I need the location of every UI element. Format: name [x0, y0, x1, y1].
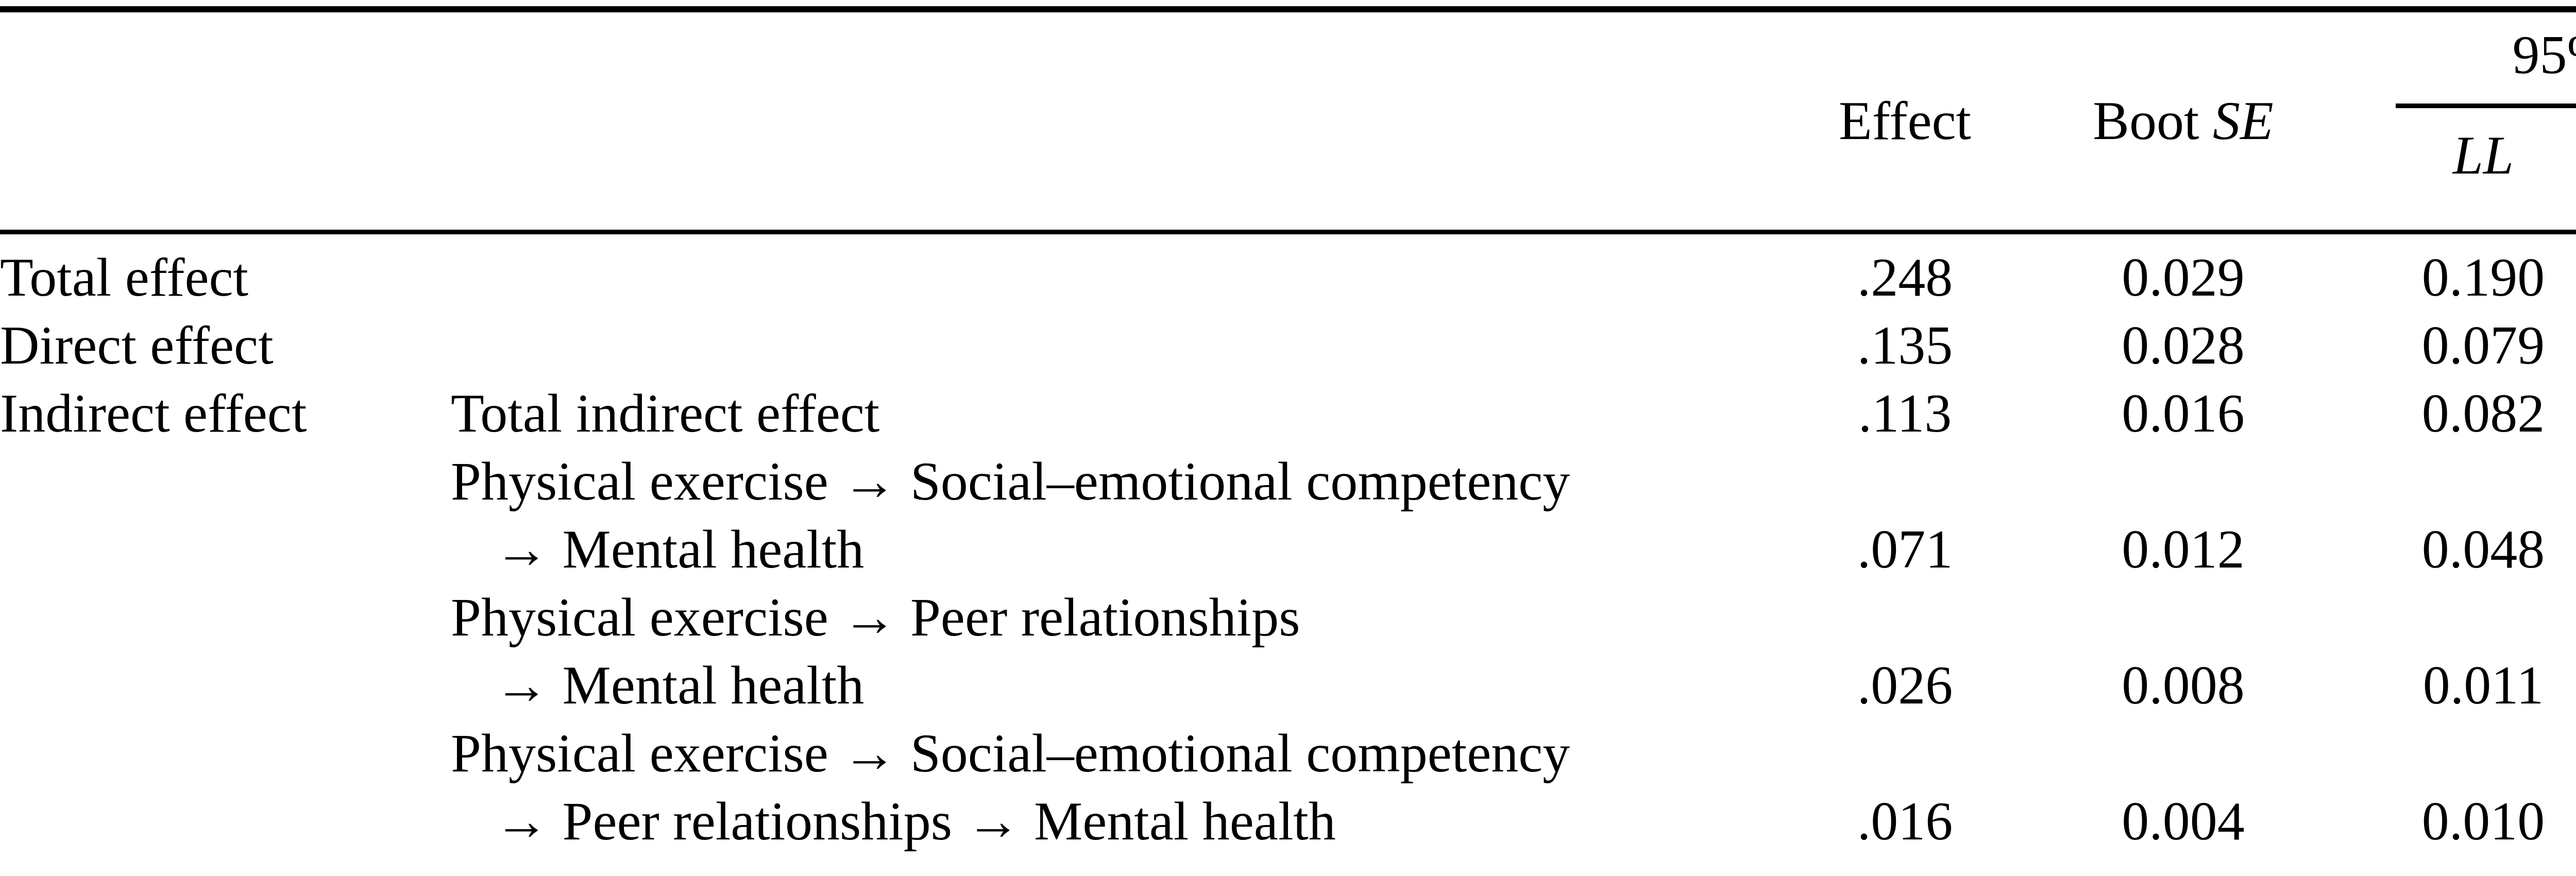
table-row: Indirect effect Total indirect effect .1… [0, 380, 2576, 448]
effect-value: .026 [1777, 651, 2032, 719]
ll-column-header: LL [2334, 108, 2576, 232]
row-label-path: Physical exercise → Peer relationships [451, 583, 1777, 651]
ci-ll-value: 0.010 [2334, 787, 2576, 876]
row-label-path: → Peer relationships → Mental health [451, 787, 1777, 876]
table-row: Total effect .248 0.029 0.190 0.303 [0, 232, 2576, 312]
header-spacer [0, 9, 1777, 108]
header-spacer [0, 108, 1777, 232]
boot-se-value [2032, 719, 2334, 787]
ci-spanner-rule: 95% CI [2396, 21, 2576, 108]
ci-ll-value [2334, 719, 2576, 787]
effect-value: .248 [1777, 232, 2032, 312]
table-row: Physical exercise → Social–emotional com… [0, 448, 2576, 516]
effect-value: .135 [1777, 312, 2032, 380]
table-header: Effect Boot SE 95% CI Ratio of indirect … [0, 9, 2576, 232]
table-row: Direct effect .135 0.028 0.079 0.188 54.… [0, 312, 2576, 380]
table-row: → Mental health .071 0.012 0.048 0.096 2… [0, 516, 2576, 583]
ci-ll-value: 0.079 [2334, 312, 2576, 380]
boot-se-value: 0.008 [2032, 651, 2334, 719]
ci-ll-value [2334, 448, 2576, 516]
row-label-primary [0, 583, 451, 651]
row-label-primary: Indirect effect [0, 380, 451, 448]
boot-se-value: 0.016 [2032, 380, 2334, 448]
effect-value [1777, 719, 2032, 787]
row-label-path: Physical exercise → Social–emotional com… [451, 448, 1777, 516]
se-header-label: SE [2213, 91, 2274, 151]
effect-header-label: Effect [1839, 91, 1971, 151]
effect-value [1777, 583, 2032, 651]
row-label-primary [0, 719, 451, 787]
ci-ll-value: 0.082 [2334, 380, 2576, 448]
ci-ll-value [2334, 583, 2576, 651]
boot-se-value [2032, 583, 2334, 651]
row-label-primary: Total effect [0, 232, 451, 312]
boot-se-value: 0.004 [2032, 787, 2334, 876]
table-body: Total effect .248 0.029 0.190 0.303 Dire… [0, 232, 2576, 876]
row-label-path: Physical exercise → Social–emotional com… [451, 719, 1777, 787]
row-label-primary [0, 448, 451, 516]
row-label-path: → Mental health [451, 651, 1777, 719]
ci-ll-value: 0.190 [2334, 232, 2576, 312]
mediation-effects-table: Effect Boot SE 95% CI Ratio of indirect … [0, 6, 2576, 876]
table-row: → Peer relationships → Mental health .01… [0, 787, 2576, 876]
boot-se-value: 0.028 [2032, 312, 2334, 380]
effect-column-header: Effect [1777, 9, 2032, 232]
boot-se-column-header: Boot SE [2032, 9, 2334, 232]
row-label-path [451, 312, 1777, 380]
boot-header-label: Boot [2093, 91, 2199, 151]
ci-header-label: 95% CI [2513, 25, 2576, 85]
ci-column-header: 95% CI [2334, 9, 2576, 108]
boot-se-value: 0.012 [2032, 516, 2334, 583]
row-label-primary [0, 787, 451, 876]
row-label-path: → Mental health [451, 516, 1777, 583]
table-row: Physical exercise → Social–emotional com… [0, 719, 2576, 787]
table-row: → Mental health .026 0.008 0.011 0.042 1… [0, 651, 2576, 719]
ci-ll-value: 0.048 [2334, 516, 2576, 583]
boot-se-value [2032, 448, 2334, 516]
ci-ll-value: 0.011 [2334, 651, 2576, 719]
row-label-primary [0, 516, 451, 583]
effect-value [1777, 448, 2032, 516]
boot-se-value: 0.029 [2032, 232, 2334, 312]
row-label-primary [0, 651, 451, 719]
row-label-primary: Direct effect [0, 312, 451, 380]
effect-value: .016 [1777, 787, 2032, 876]
effect-value: .113 [1777, 380, 2032, 448]
row-label-path: Total indirect effect [451, 380, 1777, 448]
effect-value: .071 [1777, 516, 2032, 583]
row-label-path [451, 232, 1777, 312]
table-row: Physical exercise → Peer relationships [0, 583, 2576, 651]
